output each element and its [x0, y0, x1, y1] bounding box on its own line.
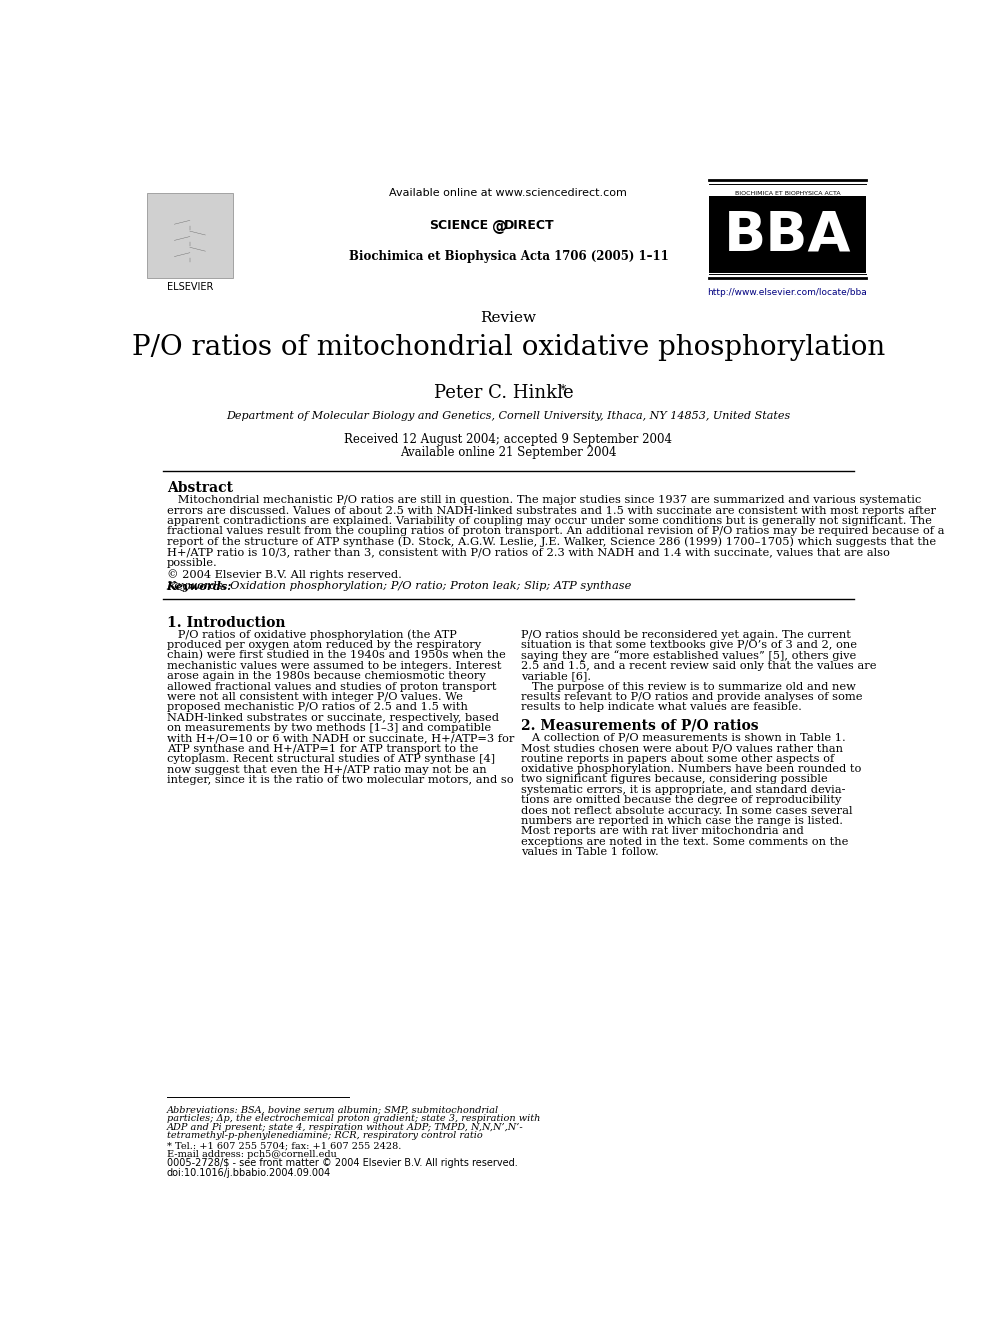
Text: Keywords: Oxidation phosphorylation; P/O ratio; Proton leak; Slip; ATP synthase: Keywords: Oxidation phosphorylation; P/O…: [167, 582, 632, 591]
Text: errors are discussed. Values of about 2.5 with NADH-linked substrates and 1.5 wi: errors are discussed. Values of about 2.…: [167, 505, 935, 516]
Text: arose again in the 1980s because chemiosmotic theory: arose again in the 1980s because chemios…: [167, 671, 485, 681]
Text: oxidative phosphorylation. Numbers have been rounded to: oxidative phosphorylation. Numbers have …: [521, 763, 861, 774]
Text: results relevant to P/O ratios and provide analyses of some: results relevant to P/O ratios and provi…: [521, 692, 862, 703]
Text: Most studies chosen were about P/O values rather than: Most studies chosen were about P/O value…: [521, 744, 843, 753]
Text: particles; Δp, the electrochemical proton gradient; state 3, respiration with: particles; Δp, the electrochemical proto…: [167, 1114, 540, 1123]
Text: A collection of P/O measurements is shown in Table 1.: A collection of P/O measurements is show…: [521, 733, 845, 742]
Text: variable [6].: variable [6].: [521, 671, 591, 681]
Text: 2. Measurements of P/O ratios: 2. Measurements of P/O ratios: [521, 718, 759, 733]
Text: The purpose of this review is to summarize old and new: The purpose of this review is to summari…: [521, 681, 856, 692]
Text: Mitochondrial mechanistic P/O ratios are still in question. The major studies si: Mitochondrial mechanistic P/O ratios are…: [167, 495, 921, 505]
Text: BIOCHIMICA ET BIOPHYSICA ACTA: BIOCHIMICA ET BIOPHYSICA ACTA: [735, 191, 840, 196]
Text: tions are omitted because the degree of reproducibility: tions are omitted because the degree of …: [521, 795, 841, 806]
Text: ADP and Pi present; state 4, respiration without ADP; TMPD, N,N,N’,N’-: ADP and Pi present; state 4, respiration…: [167, 1123, 523, 1131]
Text: numbers are reported in which case the range is listed.: numbers are reported in which case the r…: [521, 816, 843, 826]
Text: ATP synthase and H+/ATP=1 for ATP transport to the: ATP synthase and H+/ATP=1 for ATP transp…: [167, 744, 478, 754]
Text: http://www.elsevier.com/locate/bba: http://www.elsevier.com/locate/bba: [707, 288, 867, 298]
Text: proposed mechanistic P/O ratios of 2.5 and 1.5 with: proposed mechanistic P/O ratios of 2.5 a…: [167, 703, 467, 712]
Text: integer, since it is the ratio of two molecular motors, and so: integer, since it is the ratio of two mo…: [167, 775, 513, 785]
Bar: [709, 196, 866, 273]
Text: DIRECT: DIRECT: [504, 218, 555, 232]
Text: Peter C. Hinkle: Peter C. Hinkle: [434, 384, 573, 402]
Text: systematic errors, it is appropriate, and standard devia-: systematic errors, it is appropriate, an…: [521, 785, 845, 795]
Text: NADH-linked substrates or succinate, respectively, based: NADH-linked substrates or succinate, res…: [167, 713, 499, 722]
Text: now suggest that even the H+/ATP ratio may not be an: now suggest that even the H+/ATP ratio m…: [167, 765, 486, 775]
Text: values in Table 1 follow.: values in Table 1 follow.: [521, 847, 659, 857]
Text: 0005-2728/$ - see front matter © 2004 Elsevier B.V. All rights reserved.: 0005-2728/$ - see front matter © 2004 El…: [167, 1158, 518, 1168]
Text: saying they are “more established values” [5], others give: saying they are “more established values…: [521, 651, 856, 662]
Text: @: @: [492, 218, 507, 234]
Text: P/O ratios of oxidative phosphorylation (the ATP: P/O ratios of oxidative phosphorylation …: [167, 630, 456, 640]
Text: Review: Review: [480, 311, 537, 325]
Text: SCIENCE: SCIENCE: [430, 218, 488, 232]
Text: possible.: possible.: [167, 557, 217, 568]
Text: exceptions are noted in the text. Some comments on the: exceptions are noted in the text. Some c…: [521, 836, 848, 847]
Text: mechanistic values were assumed to be integers. Interest: mechanistic values were assumed to be in…: [167, 660, 501, 671]
Text: Biochimica et Biophysica Acta 1706 (2005) 1–11: Biochimica et Biophysica Acta 1706 (2005…: [348, 250, 669, 263]
Text: Available online 21 September 2004: Available online 21 September 2004: [400, 446, 617, 459]
Text: Abbreviations: BSA, bovine serum albumin; SMP, submitochondrial: Abbreviations: BSA, bovine serum albumin…: [167, 1106, 499, 1115]
Text: tetramethyl-p-phenylenediamine; RCR, respiratory control ratio: tetramethyl-p-phenylenediamine; RCR, res…: [167, 1131, 482, 1140]
Text: 2.5 and 1.5, and a recent review said only that the values are: 2.5 and 1.5, and a recent review said on…: [521, 660, 876, 671]
Text: 1. Introduction: 1. Introduction: [167, 615, 285, 630]
Text: *: *: [559, 384, 565, 397]
Text: Most reports are with rat liver mitochondria and: Most reports are with rat liver mitochon…: [521, 827, 804, 836]
Text: situation is that some textbooks give P/O’s of 3 and 2, one: situation is that some textbooks give P/…: [521, 640, 857, 650]
Text: allowed fractional values and studies of proton transport: allowed fractional values and studies of…: [167, 681, 496, 692]
Text: on measurements by two methods [1–3] and compatible: on measurements by two methods [1–3] and…: [167, 724, 491, 733]
Text: cytoplasm. Recent structural studies of ATP synthase [4]: cytoplasm. Recent structural studies of …: [167, 754, 495, 765]
Bar: [147, 193, 232, 278]
Text: were not all consistent with integer P/O values. We: were not all consistent with integer P/O…: [167, 692, 462, 703]
Text: Keywords:: Keywords:: [167, 582, 232, 593]
Text: ELSEVIER: ELSEVIER: [167, 282, 213, 292]
Text: E-mail address: pch5@cornell.edu: E-mail address: pch5@cornell.edu: [167, 1150, 336, 1159]
Text: Department of Molecular Biology and Genetics, Cornell University, Ithaca, NY 148: Department of Molecular Biology and Gene…: [226, 411, 791, 421]
Text: routine reports in papers about some other aspects of: routine reports in papers about some oth…: [521, 754, 834, 763]
Text: Received 12 August 2004; accepted 9 September 2004: Received 12 August 2004; accepted 9 Sept…: [344, 433, 673, 446]
Text: P/O ratios should be reconsidered yet again. The current: P/O ratios should be reconsidered yet ag…: [521, 630, 851, 639]
Text: fractional values result from the coupling ratios of proton transport. An additi: fractional values result from the coupli…: [167, 527, 944, 536]
Text: * Tel.: +1 607 255 5704; fax: +1 607 255 2428.: * Tel.: +1 607 255 5704; fax: +1 607 255…: [167, 1142, 401, 1150]
Text: chain) were first studied in the 1940s and 1950s when the: chain) were first studied in the 1940s a…: [167, 651, 505, 660]
Text: with H+/O=10 or 6 with NADH or succinate, H+/ATP=3 for: with H+/O=10 or 6 with NADH or succinate…: [167, 733, 514, 744]
Text: report of the structure of ATP synthase (D. Stock, A.G.W. Leslie, J.E. Walker, S: report of the structure of ATP synthase …: [167, 537, 935, 548]
Text: Available online at www.sciencedirect.com: Available online at www.sciencedirect.co…: [390, 188, 627, 198]
Text: apparent contradictions are explained. Variability of coupling may occur under s: apparent contradictions are explained. V…: [167, 516, 931, 527]
Text: does not reflect absolute accuracy. In some cases several: does not reflect absolute accuracy. In s…: [521, 806, 852, 815]
Text: P/O ratios of mitochondrial oxidative phosphorylation: P/O ratios of mitochondrial oxidative ph…: [132, 335, 885, 361]
Text: © 2004 Elsevier B.V. All rights reserved.: © 2004 Elsevier B.V. All rights reserved…: [167, 569, 402, 579]
Text: produced per oxygen atom reduced by the respiratory: produced per oxygen atom reduced by the …: [167, 640, 481, 650]
Text: two significant figures because, considering possible: two significant figures because, conside…: [521, 774, 827, 785]
Text: doi:10.1016/j.bbabio.2004.09.004: doi:10.1016/j.bbabio.2004.09.004: [167, 1168, 331, 1179]
Text: Abstract: Abstract: [167, 480, 233, 495]
Text: BBA: BBA: [723, 209, 851, 263]
Text: results to help indicate what values are feasible.: results to help indicate what values are…: [521, 703, 802, 712]
Text: ·: ·: [549, 221, 552, 230]
Text: H+/ATP ratio is 10/3, rather than 3, consistent with P/O ratios of 2.3 with NADH: H+/ATP ratio is 10/3, rather than 3, con…: [167, 548, 890, 557]
